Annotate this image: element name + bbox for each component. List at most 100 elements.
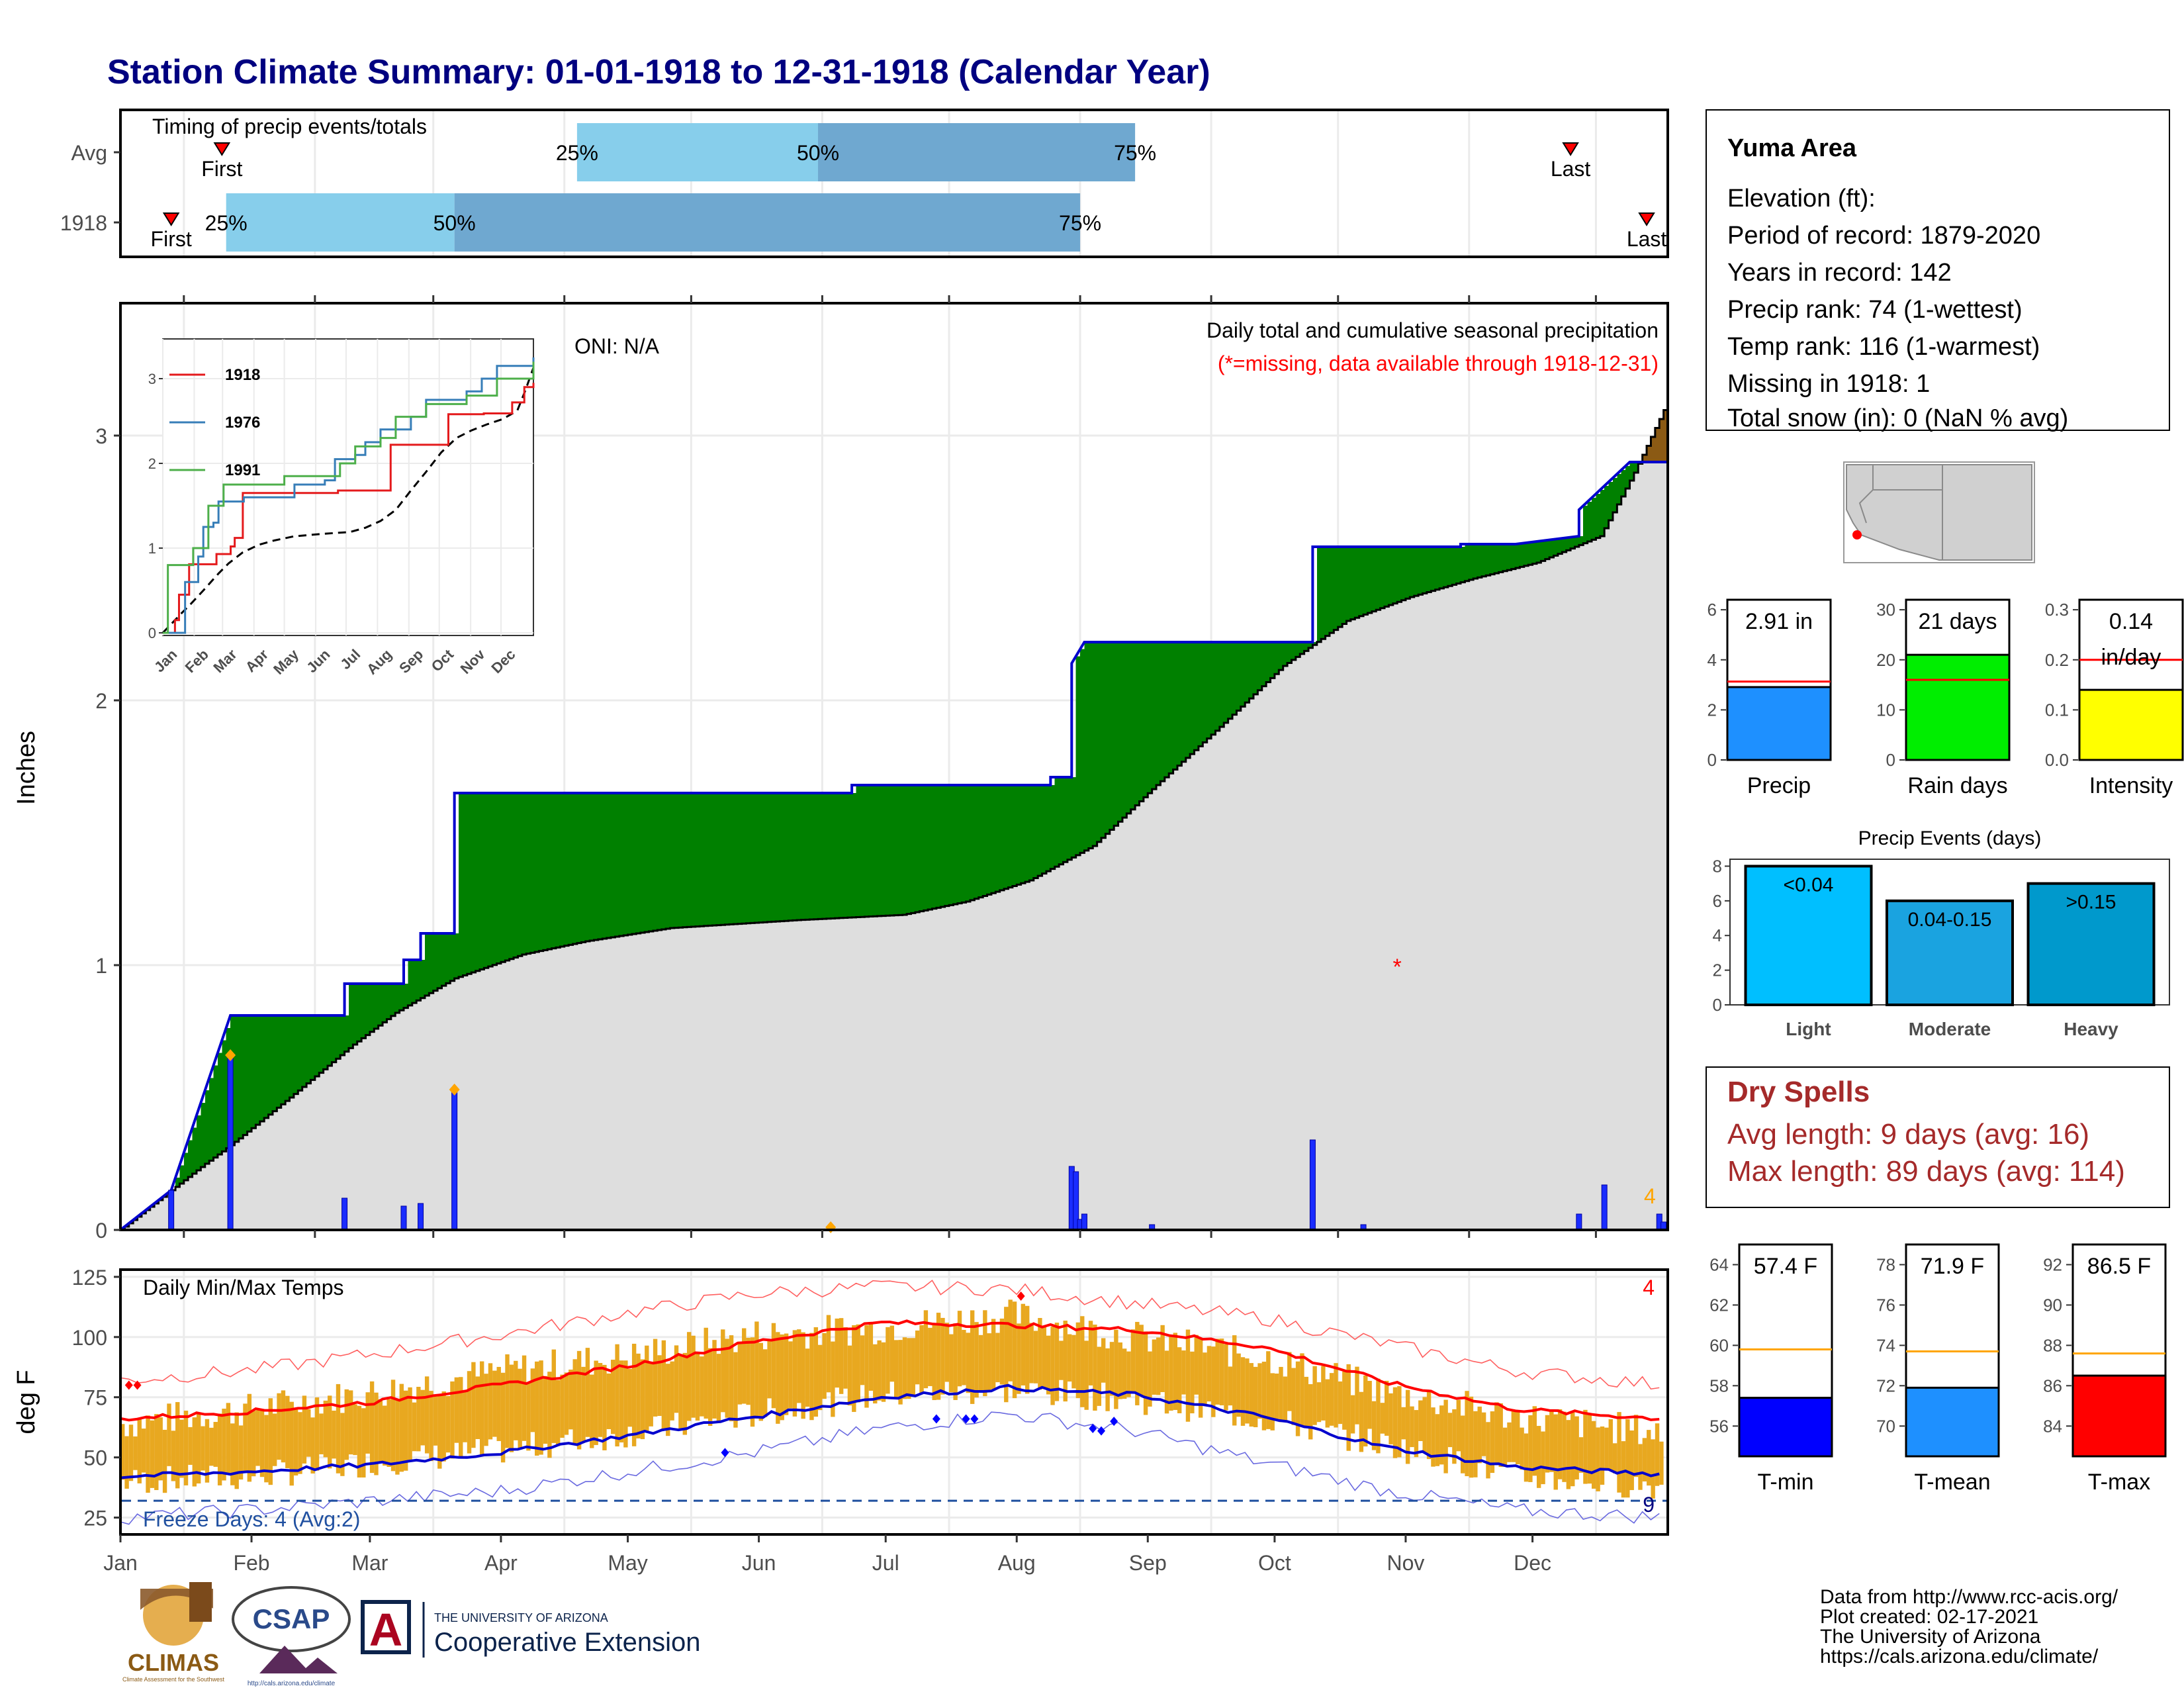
timing-label-75: 75%	[1059, 211, 1101, 235]
daily-temp-bar	[729, 1335, 734, 1422]
inset-legend-label-1976: 1976	[225, 414, 260, 432]
events-bar-label: >0.15	[2066, 892, 2116, 914]
daily-temp-bar	[1219, 1338, 1224, 1405]
daily-temp-bar	[1334, 1363, 1338, 1428]
daily-temp-bar	[856, 1324, 860, 1403]
daily-temp-bar	[348, 1390, 353, 1455]
daily-temp-bar	[420, 1389, 425, 1446]
tmean-y-tick-label: 78	[1876, 1254, 1895, 1274]
daily-temp-bar	[1388, 1393, 1393, 1444]
month-label: Apr	[484, 1551, 518, 1575]
daily-temp-bar	[704, 1327, 708, 1419]
daily-temp-bar	[653, 1338, 658, 1417]
tmean-y-tick-label: 70	[1876, 1416, 1895, 1436]
events-bar-moderate	[1886, 899, 2014, 1007]
daily-temp-bar	[416, 1387, 421, 1452]
inset-y-tick-label: 0	[148, 625, 156, 641]
record-low-marker	[962, 1414, 970, 1424]
events-bar-heavy	[2026, 882, 2156, 1006]
daily-temp-bar	[1435, 1414, 1440, 1466]
csap-cloud	[232, 1586, 351, 1652]
daily-temp-bar	[243, 1403, 248, 1473]
daily-temp-bar	[911, 1338, 915, 1397]
daily-temp-bar	[894, 1340, 899, 1399]
daily-temp-bar	[1160, 1325, 1165, 1393]
daily-temp-bar	[1206, 1346, 1212, 1402]
intensity-y-tick-label: 0.0	[2045, 750, 2069, 770]
timing-bar-50-75	[454, 193, 1081, 252]
precip-caption: Daily total and cumulative seasonal prec…	[1206, 318, 1659, 342]
daily-temp-bar	[353, 1404, 357, 1456]
daily-temp-bar	[154, 1414, 159, 1490]
daily-temp-bar	[733, 1352, 738, 1428]
rain_days-category-label: Rain days	[1907, 773, 2007, 798]
daily-temp-bar	[429, 1391, 433, 1462]
inset-y-tick-label: 3	[148, 371, 156, 387]
daily-temp-bar	[183, 1411, 189, 1485]
daily-temp-bar	[251, 1411, 256, 1477]
daily-temp-bar	[1422, 1397, 1427, 1454]
inset-series-line-1991	[163, 361, 535, 634]
daily-temp-bar	[1042, 1326, 1046, 1389]
daily-temp-bar	[721, 1329, 725, 1413]
record-high-marker	[1017, 1291, 1025, 1301]
daily-temp-bar	[403, 1390, 408, 1471]
daily-temp-bar	[936, 1313, 941, 1400]
daily-precip-bar	[400, 1205, 407, 1231]
years-in-record: Years in record: 142	[1727, 259, 1952, 287]
daily-temp-bar	[700, 1356, 704, 1417]
daily-temp-bar	[196, 1413, 201, 1484]
rain_days-y-tick-label: 0	[1886, 750, 1895, 770]
tmean-chart: 70 72 74 76 78 71.9 F T-mean	[1876, 1243, 2000, 1495]
daily-temp-bar	[1236, 1353, 1241, 1417]
daily-temp-bar	[1342, 1371, 1347, 1430]
daily-temp-bar	[1316, 1382, 1322, 1423]
record-precip-marker	[449, 1084, 460, 1096]
daily-temp-bar	[412, 1402, 417, 1452]
daily-temp-bar	[1097, 1346, 1102, 1406]
daily-temp-bar	[547, 1372, 552, 1458]
daily-temp-bar	[1498, 1403, 1503, 1468]
daily-temp-bar	[750, 1337, 755, 1427]
daily-precip-bar	[1309, 1139, 1316, 1231]
daily-temp-bar	[852, 1325, 856, 1412]
temp-y-tick-label: 25	[83, 1507, 107, 1530]
daily-temp-bar	[1638, 1444, 1643, 1490]
daily-temp-bar	[1135, 1321, 1140, 1405]
daily-temp-bar	[1050, 1327, 1055, 1405]
daily-temp-bar	[826, 1315, 831, 1393]
month-label: Oct	[1258, 1551, 1291, 1575]
daily-temp-bar	[1447, 1413, 1453, 1448]
intensity-y-tick-label: 0.2	[2045, 650, 2069, 670]
daily-temp-bar	[1253, 1366, 1258, 1428]
dry-spells-box: Dry Spells Avg length: 9 days (avg: 16) …	[1706, 1066, 2170, 1208]
daily-temp-bar	[762, 1349, 768, 1417]
daily-temp-bar	[776, 1332, 780, 1424]
daily-temp-bar	[602, 1364, 607, 1450]
daily-temp-bar	[1194, 1335, 1199, 1395]
precip-total-chart: 0 2 4 6 2.91 in Precip	[1707, 598, 1832, 798]
daily-temp-bar	[1177, 1347, 1182, 1413]
normal-max-line	[120, 1319, 1660, 1422]
daily-precip-bar	[227, 1055, 234, 1231]
daily-temp-bar	[1566, 1420, 1571, 1489]
daily-temp-bar	[1118, 1342, 1122, 1399]
daily-temp-bar	[1355, 1366, 1359, 1425]
temp-rank: Temp rank: 116 (1-warmest)	[1727, 333, 2040, 361]
month-label: Jun	[742, 1551, 776, 1575]
daily-temp-bar	[238, 1425, 244, 1480]
daily-temp-bar	[1084, 1340, 1089, 1410]
ua-letter: A	[369, 1604, 403, 1656]
timing-label-75: 75%	[1114, 141, 1156, 165]
daily-temp-bar	[445, 1395, 451, 1453]
precip-missing-note: (*=missing, data available through 1918-…	[1218, 352, 1659, 375]
daily-temp-bar	[792, 1330, 797, 1417]
daily-temp-bar	[640, 1359, 645, 1440]
daily-temp-bar	[1338, 1381, 1343, 1425]
daily-temp-bar	[1516, 1410, 1520, 1464]
normal-cumulative-line	[120, 401, 1669, 1231]
daily-temp-bar	[818, 1344, 823, 1411]
daily-temp-bar	[1367, 1381, 1372, 1429]
missing-data-marker: *	[1393, 955, 1402, 980]
daily-temp-bar	[902, 1337, 907, 1399]
